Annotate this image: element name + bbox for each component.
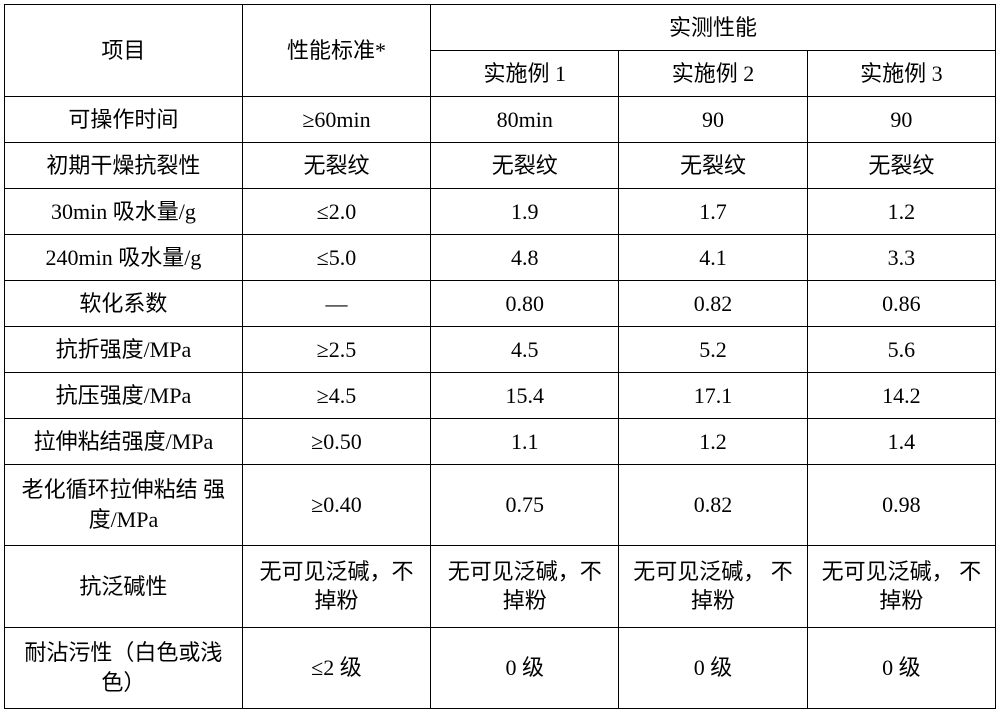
cell-value: 4.1 [619,235,807,281]
cell-standard: 无裂纹 [242,143,430,189]
cell-item: 拉伸粘结强度/MPa [5,419,243,465]
cell-item: 30min 吸水量/g [5,189,243,235]
cell-value: 1.2 [807,189,995,235]
cell-value: 无裂纹 [431,143,619,189]
cell-value: 90 [807,97,995,143]
cell-value: 4.5 [431,327,619,373]
header-standard: 性能标准* [242,5,430,97]
cell-value: 无可见泛碱， 不掉粉 [619,546,807,627]
table-row: 抗泛碱性 无可见泛碱，不 掉粉 无可见泛碱，不 掉粉 无可见泛碱， 不掉粉 无可… [5,546,996,627]
cell-item: 耐沾污性（白色或浅 色） [5,627,243,708]
table-row: 可操作时间 ≥60min 80min 90 90 [5,97,996,143]
cell-item: 可操作时间 [5,97,243,143]
cell-item: 抗折强度/MPa [5,327,243,373]
cell-value: 0.80 [431,281,619,327]
cell-value: 5.2 [619,327,807,373]
table-body: 项目 性能标准* 实测性能 实施例 1 实施例 2 实施例 3 可操作时间 ≥6… [5,5,996,709]
table-row: 耐沾污性（白色或浅 色） ≤2 级 0 级 0 级 0 级 [5,627,996,708]
cell-value: 1.4 [807,419,995,465]
cell-value: 1.2 [619,419,807,465]
cell-standard: ≥0.40 [242,465,430,546]
cell-standard: ≥2.5 [242,327,430,373]
cell-value: 3.3 [807,235,995,281]
cell-value: 无可见泛碱，不 掉粉 [431,546,619,627]
cell-item: 240min 吸水量/g [5,235,243,281]
cell-standard: ≤5.0 [242,235,430,281]
cell-value: 17.1 [619,373,807,419]
cell-value: 无裂纹 [619,143,807,189]
cell-item: 抗压强度/MPa [5,373,243,419]
table-row: 老化循环拉伸粘结 强度/MPa ≥0.40 0.75 0.82 0.98 [5,465,996,546]
cell-value: 90 [619,97,807,143]
cell-value: 0.82 [619,465,807,546]
cell-item: 抗泛碱性 [5,546,243,627]
cell-value: 80min [431,97,619,143]
cell-value: 0 级 [807,627,995,708]
cell-standard: ≥4.5 [242,373,430,419]
cell-value: 15.4 [431,373,619,419]
header-example-2: 实施例 2 [619,51,807,97]
table-row: 30min 吸水量/g ≤2.0 1.9 1.7 1.2 [5,189,996,235]
header-row-1: 项目 性能标准* 实测性能 [5,5,996,51]
cell-value: 0.98 [807,465,995,546]
header-example-3: 实施例 3 [807,51,995,97]
cell-value: 5.6 [807,327,995,373]
cell-item: 老化循环拉伸粘结 强度/MPa [5,465,243,546]
cell-value: 14.2 [807,373,995,419]
cell-value: 无裂纹 [807,143,995,189]
table-row: 拉伸粘结强度/MPa ≥0.50 1.1 1.2 1.4 [5,419,996,465]
cell-item: 初期干燥抗裂性 [5,143,243,189]
cell-standard: ≤2.0 [242,189,430,235]
cell-value: 0.82 [619,281,807,327]
cell-value: 1.9 [431,189,619,235]
performance-table: 项目 性能标准* 实测性能 实施例 1 实施例 2 实施例 3 可操作时间 ≥6… [4,4,996,709]
header-measured-group: 实测性能 [431,5,996,51]
cell-standard: ≥60min [242,97,430,143]
cell-value: 1.1 [431,419,619,465]
table-row: 抗折强度/MPa ≥2.5 4.5 5.2 5.6 [5,327,996,373]
header-item: 项目 [5,5,243,97]
cell-standard: ≥0.50 [242,419,430,465]
cell-value: 0 级 [619,627,807,708]
table-row: 抗压强度/MPa ≥4.5 15.4 17.1 14.2 [5,373,996,419]
cell-standard: 无可见泛碱，不 掉粉 [242,546,430,627]
table-row: 初期干燥抗裂性 无裂纹 无裂纹 无裂纹 无裂纹 [5,143,996,189]
cell-value: 0.86 [807,281,995,327]
header-example-1: 实施例 1 [431,51,619,97]
cell-standard: — [242,281,430,327]
cell-value: 0.75 [431,465,619,546]
cell-value: 无可见泛碱， 不掉粉 [807,546,995,627]
table-row: 240min 吸水量/g ≤5.0 4.8 4.1 3.3 [5,235,996,281]
table-row: 软化系数 — 0.80 0.82 0.86 [5,281,996,327]
cell-value: 1.7 [619,189,807,235]
cell-value: 0 级 [431,627,619,708]
cell-item: 软化系数 [5,281,243,327]
cell-value: 4.8 [431,235,619,281]
cell-standard: ≤2 级 [242,627,430,708]
